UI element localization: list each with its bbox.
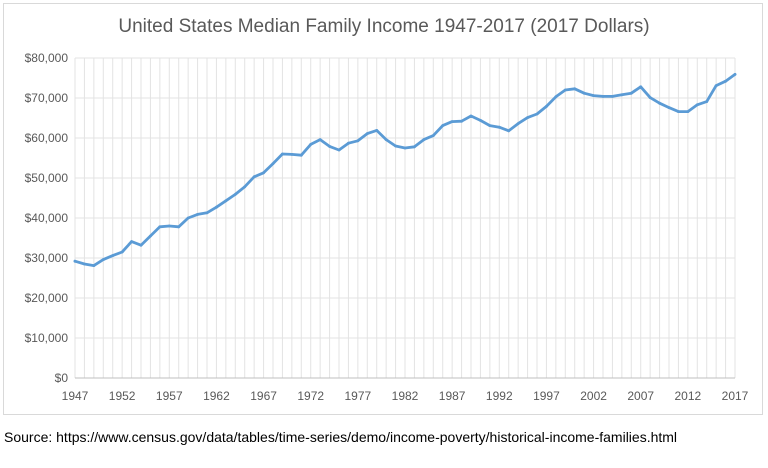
data-point: [648, 96, 652, 99]
y-tick-label: $10,000: [25, 331, 69, 345]
y-tick-label: $60,000: [25, 131, 69, 145]
data-point: [347, 141, 350, 145]
data-point: [733, 73, 737, 76]
data-point: [629, 91, 633, 95]
data-point: [356, 139, 360, 143]
data-point: [328, 145, 331, 148]
data-point: [177, 225, 181, 229]
data-point: [158, 225, 162, 229]
data-point: [450, 120, 454, 123]
y-tick-label: $20,000: [25, 291, 69, 305]
data-point: [658, 101, 661, 105]
x-tick-label: 1962: [203, 389, 230, 403]
data-point: [431, 134, 435, 138]
data-point: [573, 87, 577, 91]
x-tick-label: 1972: [297, 389, 324, 403]
data-point: [394, 144, 397, 148]
data-point: [677, 110, 680, 113]
data-point: [205, 211, 209, 215]
data-point: [337, 148, 341, 152]
data-point: [667, 106, 671, 109]
data-point: [243, 185, 247, 189]
x-tick-label: 2002: [580, 389, 607, 403]
data-point: [705, 100, 709, 103]
x-tick-label: 2012: [675, 389, 702, 403]
data-point: [403, 146, 407, 150]
data-point: [186, 216, 190, 220]
x-tick-label: 1987: [439, 389, 466, 403]
data-point: [92, 264, 96, 267]
x-tick-label: 1967: [250, 389, 277, 403]
y-tick-label: $80,000: [25, 51, 69, 65]
data-point: [233, 193, 237, 196]
data-point: [582, 91, 586, 95]
data-point: [497, 125, 501, 129]
data-point: [101, 258, 105, 261]
data-point: [460, 119, 463, 123]
y-tick-label: $0: [55, 371, 69, 385]
data-point: [224, 199, 228, 203]
data-point: [281, 152, 284, 156]
data-point: [526, 116, 529, 119]
data-point: [488, 124, 492, 127]
data-point: [384, 138, 388, 142]
data-point: [592, 94, 595, 97]
data-point: [563, 88, 567, 92]
data-point: [318, 138, 322, 142]
data-point: [686, 110, 690, 113]
data-point: [167, 224, 171, 228]
y-tick-label: $30,000: [25, 251, 69, 265]
x-tick-label: 1952: [109, 389, 136, 403]
data-point: [196, 213, 199, 216]
data-point: [299, 153, 303, 157]
x-tick-label: 1977: [345, 389, 372, 403]
chart-title: United States Median Family Income 1947-…: [118, 16, 650, 37]
data-point: [309, 143, 313, 146]
data-point: [620, 93, 624, 97]
data-point: [601, 95, 605, 98]
y-tick-label: $50,000: [25, 171, 69, 185]
data-point: [545, 105, 548, 108]
source-note: Source: https://www.census.gov/data/tabl…: [4, 429, 678, 445]
data-point: [130, 240, 133, 244]
data-point: [120, 250, 124, 254]
data-point: [535, 112, 539, 116]
data-point: [149, 234, 152, 238]
data-point: [271, 162, 275, 166]
data-point: [479, 119, 482, 122]
data-point: [554, 95, 558, 99]
data-point: [516, 122, 520, 125]
data-point: [111, 254, 115, 257]
data-point: [639, 85, 643, 89]
line-chart: $0 $10,000 $20,000 $30,000 $40,000 $50,000 $60…: [25, 51, 749, 403]
chart-frame: [3, 3, 763, 415]
x-tick-label: 1997: [533, 389, 560, 403]
x-tick-label: 2007: [627, 389, 654, 403]
data-point: [611, 95, 614, 98]
data-point: [215, 205, 218, 209]
data-point: [262, 171, 265, 175]
data-point: [252, 175, 256, 179]
x-tick-label: 1992: [486, 389, 513, 403]
data-point: [139, 243, 143, 247]
data-point: [469, 114, 473, 118]
x-tick-label: 2017: [722, 389, 749, 403]
data-point: [375, 129, 379, 132]
data-point: [724, 79, 727, 83]
data-point: [714, 84, 718, 87]
data-point: [290, 153, 294, 156]
data-point: [507, 129, 511, 133]
data-point: [695, 103, 699, 107]
data-point: [422, 138, 426, 142]
x-tick-label: 1947: [62, 389, 89, 403]
y-tick-label: $70,000: [25, 91, 69, 105]
data-point: [365, 132, 369, 136]
x-tick-label: 1982: [392, 389, 419, 403]
data-point: [83, 262, 86, 266]
data-point: [73, 259, 77, 263]
y-tick-label: $40,000: [25, 211, 69, 225]
x-tick-label: 1957: [156, 389, 183, 403]
data-point: [413, 145, 416, 149]
data-point: [441, 124, 445, 127]
